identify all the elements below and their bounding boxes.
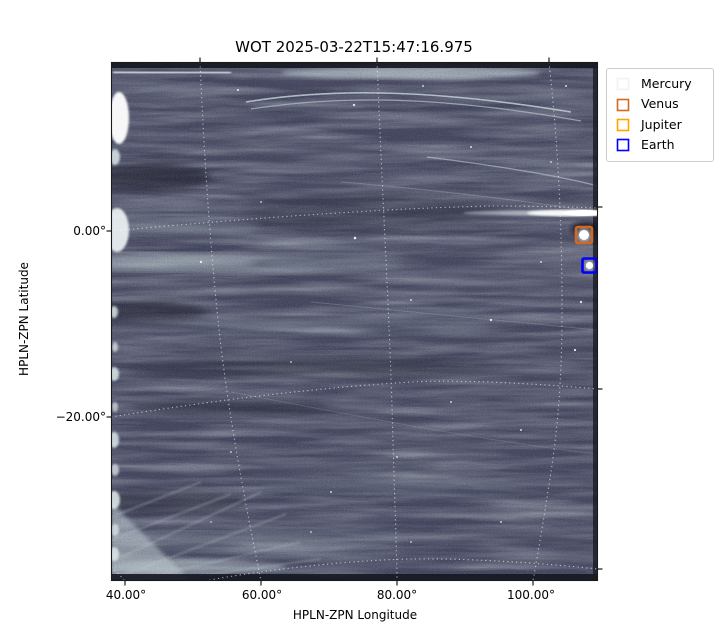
axes-frame — [110, 61, 599, 582]
legend-label-mercury: Mercury — [641, 75, 692, 91]
plot-title: WOT 2025-03-22T15:47:16.975 — [235, 38, 473, 56]
legend-label-earth: Earth — [641, 137, 675, 153]
y-axis-label: HPLN-ZPN Latitude — [17, 262, 31, 376]
x-tick-label-100: 100.00° — [507, 588, 555, 602]
gridline-lon-80 — [376, 62, 398, 581]
gridline-lat-neg40 — [204, 558, 598, 581]
legend-item-jupiter: Jupiter — [616, 115, 707, 135]
x-tick-label-40: 40.00° — [105, 588, 147, 602]
bright-streak — [463, 209, 598, 237]
legend-item-earth: Earth — [616, 135, 707, 155]
earth-blob — [584, 260, 595, 271]
earth-marker-icon — [616, 139, 630, 152]
earth-marker — [581, 257, 598, 274]
image-bottom-border — [111, 574, 598, 581]
legend-label-jupiter: Jupiter — [641, 116, 682, 132]
legend-label-venus: Venus — [641, 96, 679, 112]
y-tick-label-0: 0.00° — [73, 224, 106, 238]
legend-item-venus: Venus — [616, 94, 707, 114]
gridline-lat-neg20 — [111, 380, 598, 418]
image-right-border — [593, 62, 598, 581]
venus-marker — [574, 225, 594, 245]
legend: Mercury Venus Jupiter Earth — [606, 68, 714, 162]
venus-marker-icon — [616, 98, 630, 111]
coordinate-grid — [111, 62, 598, 581]
x-tick-label-80: 80.00° — [376, 588, 418, 602]
legend-item-mercury: Mercury — [616, 74, 707, 94]
gridline-lat-0 — [111, 205, 598, 232]
observation-image — [111, 62, 598, 581]
axis-ticks — [106, 57, 603, 586]
star-dots — [199, 85, 583, 543]
left-edge-blobs — [111, 92, 129, 561]
venus-blob — [576, 227, 592, 243]
plot-area — [106, 57, 603, 586]
x-tick-label-60: 60.00° — [241, 588, 283, 602]
y-tick-label-neg20: −20.00° — [55, 410, 106, 424]
gridline-lon-40 — [111, 566, 126, 581]
image-top-border — [111, 62, 598, 68]
x-axis-label: HPLN-ZPN Longitude — [292, 608, 418, 622]
jupiter-marker-icon — [616, 118, 630, 132]
mercury-marker-icon — [616, 77, 630, 91]
